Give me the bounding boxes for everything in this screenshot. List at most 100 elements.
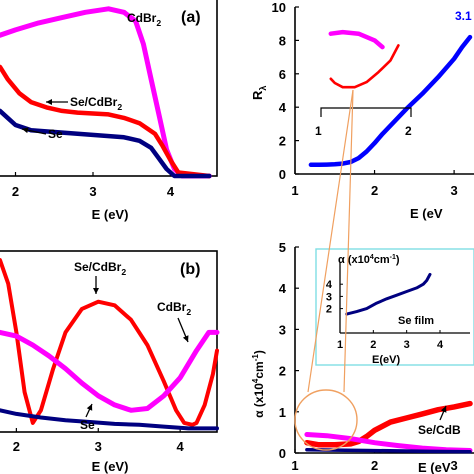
- y-axis-label-sup2: -1: [251, 354, 260, 362]
- inset-red-line: [329, 44, 400, 89]
- series-line-se-cdbr2: [0, 64, 212, 179]
- y-tick-label: 0: [279, 167, 286, 182]
- series-line-0: [304, 400, 473, 448]
- legend-label-cdbr2-sub: 2: [156, 18, 161, 28]
- arrow-se-cdbr2-head: [46, 99, 52, 105]
- x-tick-label: 2: [371, 183, 378, 198]
- inset-magenta-line: [328, 29, 385, 50]
- legend-label-se: Se: [80, 418, 95, 432]
- y-tick-label: 10: [272, 0, 286, 15]
- connector-overlay: [307, 89, 354, 393]
- y-axis-label-sub: λ: [258, 86, 268, 91]
- y-axis-label-tail: cm: [252, 361, 266, 378]
- series-line-reflectance: [308, 34, 473, 168]
- arrow-se-cdbr2-head: [93, 288, 99, 294]
- series-line-se: [0, 408, 219, 431]
- legend-label-cdbr2-sub: 2: [186, 307, 191, 317]
- y-tick-label: 4: [279, 281, 287, 296]
- x-tick-label: 4: [177, 439, 185, 454]
- series-line-1: [304, 432, 473, 453]
- inset-frame: [315, 248, 474, 366]
- arrow-se-cdbr2-head: [440, 406, 447, 413]
- series-line-cdbr2: [0, 329, 220, 413]
- x-axis-label: E (eV): [92, 207, 129, 222]
- bracket-line: [320, 107, 412, 117]
- inset-title: Se film: [398, 315, 434, 327]
- x-tick-label: 1: [291, 458, 298, 473]
- x-axis-label: E (eV): [92, 459, 129, 474]
- y-axis-label-main: R: [250, 90, 265, 100]
- connector-line-left: [307, 89, 354, 393]
- arrow-se-head: [22, 127, 29, 134]
- inset-y-tick-label: 3: [326, 291, 332, 303]
- legend-label-se-cdbr2-sub: 2: [117, 102, 122, 112]
- panel-b-frame: [0, 250, 218, 433]
- y-tick-label: 1: [279, 405, 286, 420]
- inset-y-axis-label-sup: 4: [370, 254, 374, 261]
- x-tick-label: 2: [371, 458, 378, 473]
- x-tick-label: 1: [291, 183, 298, 198]
- series-line-cdbr2: [0, 6, 212, 179]
- arrow-cdbr2-head: [182, 335, 189, 342]
- inset-y-axis-label-close: ): [396, 254, 400, 266]
- y-tick-label: 3: [279, 322, 286, 337]
- x-tick-label: 2: [12, 184, 19, 199]
- y-axis-label: Rλ: [250, 86, 268, 100]
- legend-label-se-cdbr2: Se/CdBr2: [74, 260, 126, 277]
- legend-label-cdbr2-main: CdBr: [157, 300, 187, 314]
- panel-label: (b): [180, 261, 200, 278]
- legend-label-se-cdbr2-main: Se/CdBr: [70, 95, 118, 109]
- y-tick-label: 2: [279, 134, 286, 149]
- y-axis-label-main: α (x10: [252, 383, 266, 418]
- x-tick-label: 3: [450, 458, 457, 473]
- annotation-value: 3.1: [455, 9, 472, 23]
- panel-a-frame: [0, 0, 218, 177]
- highlight-ellipse: [294, 389, 358, 451]
- legend-label-se-cdbr2-sub: 2: [121, 267, 126, 277]
- x-axis-label: E (eV: [410, 206, 443, 221]
- inset-y-axis-label: α (x104cm-1): [338, 254, 400, 266]
- inset-y-tick-label: 4: [326, 279, 333, 291]
- mark-label-1: 1: [315, 124, 322, 138]
- y-tick-label: 2: [279, 364, 286, 379]
- x-tick-label: 3: [89, 184, 96, 199]
- inset-x-tick-label: 1: [337, 339, 343, 351]
- x-axis-label: E (eV: [418, 460, 451, 474]
- panel-label: (a): [181, 9, 201, 26]
- arrow-se-head: [86, 404, 93, 411]
- y-axis-label: α (x104cm-1): [251, 350, 266, 418]
- x-tick-label: 3: [450, 183, 457, 198]
- y-tick-label: 0: [279, 446, 286, 461]
- mark-label-2: 2: [405, 124, 412, 138]
- connector-line-right: [343, 89, 354, 393]
- y-tick-label: 8: [279, 33, 286, 48]
- inset-x-tick-label: 2: [370, 339, 376, 351]
- legend-label-cdbr2: CdBr2: [127, 11, 161, 28]
- series-line-se-cdbr2: [0, 258, 219, 427]
- y-axis-label-close: ): [252, 350, 266, 354]
- y-tick-label: 4: [279, 100, 287, 115]
- legend-label-se: Se: [48, 127, 63, 141]
- y-tick-label: 6: [279, 67, 286, 82]
- x-tick-label: 2: [13, 439, 20, 454]
- x-tick-label: 4: [167, 184, 175, 199]
- inset-series-line: [345, 272, 432, 316]
- inset-y-axis-label-tail: cm: [374, 254, 390, 266]
- series-line-se: [0, 108, 212, 179]
- legend-label-se-cdbr2: Se/CdBr2: [70, 95, 122, 112]
- inset-y-axis-label-main: α (x10: [338, 254, 370, 266]
- inset-y-axis-label-sup2: -1: [390, 254, 396, 261]
- y-axis-label-sup: 4: [251, 378, 260, 383]
- y-tick-label: 5: [279, 240, 286, 255]
- inset-x-axis-label: E(eV): [372, 354, 400, 366]
- x-tick-label: 3: [95, 439, 102, 454]
- inset-x-tick-label: 3: [404, 339, 410, 351]
- legend-label-cdbr2: CdBr2: [157, 300, 191, 317]
- inset-x-tick-label: 4: [437, 339, 444, 351]
- legend-label-se-cdbr2-main: Se/CdBr: [74, 260, 122, 274]
